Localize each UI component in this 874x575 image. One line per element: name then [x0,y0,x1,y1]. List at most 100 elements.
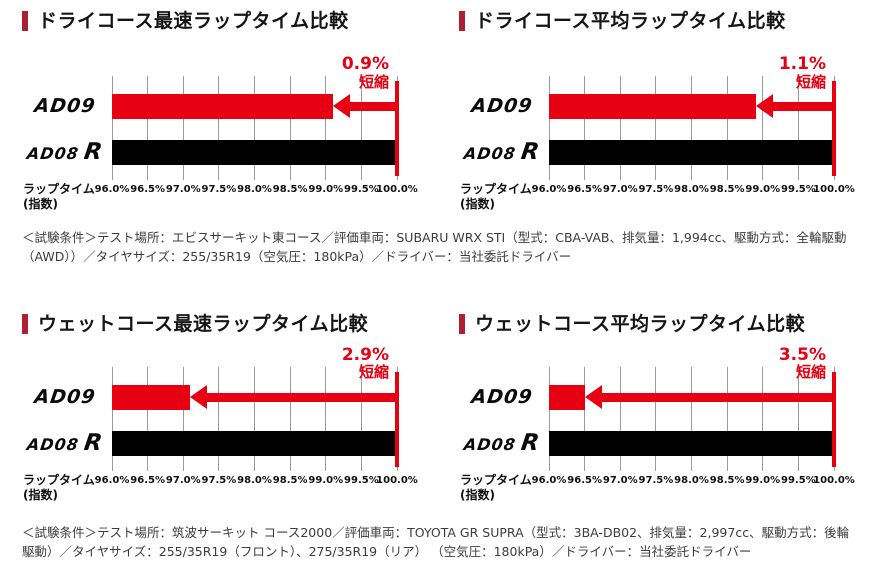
reduction-value: 3.5% [778,344,826,365]
gridline [762,76,764,180]
axis-tick-label: 96.5% [567,474,602,486]
axis-tick-label: 100.0% [813,184,855,195]
gridline [584,76,586,180]
title-marker [459,11,465,31]
plot-area: 0.9% 短縮 [111,55,399,180]
bar-label-ad08r: AD08R [20,139,110,165]
x-axis-ticks: 96.0% 96.5% 97.0% 97.5% 98.0% 98.5% 99.0% 99.5%… [95,474,418,489]
gridline [182,76,184,180]
bar-label-ad08r: AD08R [457,139,547,165]
gridline [147,76,149,180]
reduction-annotation: 0.9% 短縮 [342,55,389,90]
gridline [182,366,184,471]
gridline [655,366,657,471]
ad08-logo: AD08 [25,434,81,454]
axis-label: ラップタイム (指数) [460,182,532,212]
axis-tick-label: 97.5% [638,474,674,486]
axis-tick-label: 100.0% [376,474,418,486]
axis-tick-label: 96.5% [567,184,602,195]
reduction-value: 0.9% [341,54,389,74]
bar-label-ad08r: AD08R [20,430,110,456]
chart-panel-wet-fastest: ウェットコース最速ラップタイム比較 AD09 AD08R 2.9% 短縮 96.… [0,303,437,502]
chart-title-text: ウェットコース最速ラップタイム比較 [38,312,369,335]
axis-tick-label: 97.0% [602,184,638,195]
reduction-annotation: 3.5% 短縮 [779,346,826,381]
gridline [111,76,113,180]
bar-ad09 [549,384,585,410]
reduction-label: 短縮 [795,72,826,91]
reduction-label: 短縮 [358,363,389,382]
axis-tick-label: 96.0% [94,474,130,486]
axis-tick-label: 98.0% [237,474,272,486]
axis-tick-label: 99.0% [308,184,344,195]
axis-tick-label: 99.0% [745,474,781,486]
bar-chart: AD09 AD08R 0.9% 短縮 96.0% 96.5% 97.0% 97.5% 9… [20,55,437,211]
title-marker [459,313,465,334]
axis-label: ラップタイム (指数) [460,473,532,503]
chart-title-text: ドライコース最速ラップタイム比較 [38,10,349,32]
gridline [325,366,327,471]
axis-tick-label: 98.5% [272,184,308,195]
bar-ad09 [112,384,191,410]
axis-label-line2: (指数) [23,487,58,502]
arrow-head-icon [584,384,602,409]
chart-panel-dry-average: ドライコース平均ラップタイム比較 AD09 AD08R 1.1% 短縮 96.0… [437,0,874,211]
chart-title-text: ウェットコース平均ラップタイム比較 [475,312,806,335]
gridline [655,76,657,180]
reduction-annotation: 2.9% 短縮 [342,346,389,381]
axis-tick-label: 98.0% [674,184,709,195]
gridline [147,366,149,471]
test-conditions-wet: ＜試験条件＞テスト場所：筑波サーキット コース2000／評価車両：TOYOTA … [22,524,850,560]
ad09-logo: AD09 [470,385,535,408]
arrow-shaft [769,102,834,111]
reduction-arrow [755,94,834,119]
bar-label-ad09: AD09 [457,385,547,410]
axis-label-line1: ラップタイム [23,182,95,196]
gridline [254,76,255,180]
axis-tick-label: 99.0% [745,184,781,195]
bar-ad08r [112,140,397,165]
arrow-head-icon [755,94,773,118]
x-axis-ticks: 96.0% 96.5% 97.0% 97.5% 98.0% 98.5% 99.0% 99.5%… [532,184,855,198]
bar-label-ad08r: AD08R [457,429,547,456]
x-axis-ticks: 96.0% 96.5% 97.0% 97.5% 98.0% 98.5% 99.0% 99.5%… [532,474,855,489]
axis-label-line2: (指数) [460,487,495,502]
gridline [360,76,362,180]
gridline [289,76,291,180]
axis-tick-label: 96.5% [130,474,165,486]
axis-tick-label: 96.0% [531,184,567,195]
axis-label: ラップタイム (指数) [23,182,95,212]
axis-tick-label: 97.0% [165,184,201,195]
ad08-logo: AD08 [25,144,81,163]
axis-tick-label: 98.5% [272,474,308,486]
axis-tick-label: 98.5% [709,184,745,195]
ad08-logo: AD08 [462,434,518,454]
axis-tick-label: 97.0% [602,474,638,486]
gridline [218,366,220,471]
ad08-r-suffix: R [519,429,542,456]
chart-title: ドライコース最速ラップタイム比較 [22,10,437,32]
bar-chart: AD09 AD08R 1.1% 短縮 96.0% 96.5% 97.0% 97.5% 9… [457,55,874,211]
gridline [762,366,764,471]
axis-tick-label: 97.5% [638,184,674,195]
bar-ad08r [549,140,834,165]
gridline [797,366,799,471]
reduction-label: 短縮 [358,72,389,91]
axis-tick-label: 96.5% [130,184,165,195]
x-axis-ticks: 96.0% 96.5% 97.0% 97.5% 98.0% 98.5% 99.0% 99.5%… [95,184,418,198]
chart-panel-dry-fastest: ドライコース最速ラップタイム比較 AD09 AD08R 0.9% 短縮 96.0… [0,0,437,211]
ad09-logo: AD09 [33,95,98,117]
baseline-100pct-line [395,371,399,467]
title-marker [22,11,28,31]
gridline [111,366,113,471]
reduction-arrow [190,384,397,410]
axis-tick-label: 98.0% [237,184,272,195]
reduction-value: 1.1% [778,54,826,74]
axis-tick-label: 97.5% [201,474,237,486]
ad09-logo: AD09 [33,385,98,408]
gridline [584,366,586,471]
axis-tick-label: 98.5% [709,474,745,486]
reduction-annotation: 1.1% 短縮 [779,55,826,90]
gridline [325,76,327,180]
chart-title: ウェットコース平均ラップタイム比較 [459,313,874,335]
